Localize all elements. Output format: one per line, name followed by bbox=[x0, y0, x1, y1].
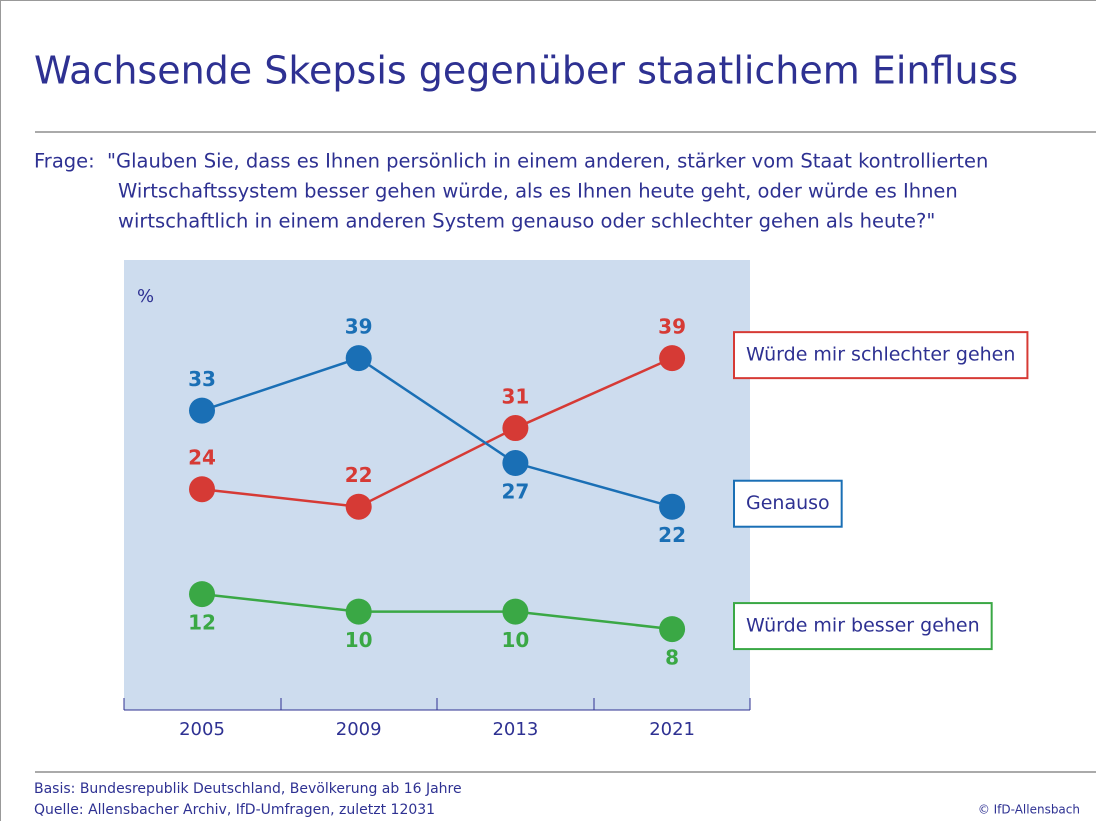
data-point bbox=[189, 397, 215, 424]
legend-box bbox=[733, 602, 993, 651]
legend-label: Genauso bbox=[746, 492, 830, 514]
copyright: © IfD-Allensbach bbox=[978, 803, 1080, 817]
plot-area bbox=[124, 260, 750, 710]
data-point bbox=[659, 345, 686, 372]
data-label: 22 bbox=[658, 523, 686, 547]
data-label: 24 bbox=[188, 446, 216, 470]
series-line bbox=[201, 356, 673, 508]
series-line bbox=[201, 356, 673, 509]
series-line bbox=[201, 592, 673, 631]
data-label: 27 bbox=[501, 480, 529, 504]
x-tick-label: 2009 bbox=[336, 719, 382, 740]
footer-basis: Basis: Bundesrepublik Deutschland, Bevöl… bbox=[34, 781, 462, 797]
chart-title: Wachsende Skepsis gegenüber staatlichem … bbox=[34, 49, 1018, 93]
data-point bbox=[502, 598, 529, 625]
data-point bbox=[189, 581, 215, 608]
data-label: 39 bbox=[658, 315, 686, 339]
data-label: 10 bbox=[345, 628, 373, 652]
legend-box bbox=[733, 479, 843, 528]
data-point bbox=[345, 598, 372, 625]
question-line: wirtschaftlich in einem anderen System g… bbox=[118, 210, 935, 233]
question-line: "Glauben Sie, dass es Ihnen persönlich i… bbox=[107, 150, 988, 173]
x-tick-label: 2013 bbox=[492, 719, 538, 740]
data-point bbox=[502, 415, 529, 442]
data-label: 10 bbox=[501, 628, 529, 652]
data-label: 31 bbox=[501, 385, 529, 409]
legend-label: Würde mir besser gehen bbox=[746, 615, 980, 637]
question-label: Frage: bbox=[34, 150, 95, 173]
y-axis-label: % bbox=[137, 286, 154, 307]
data-point bbox=[345, 345, 372, 372]
data-point bbox=[502, 450, 529, 477]
legend-box bbox=[733, 331, 1029, 380]
data-point bbox=[345, 493, 372, 520]
data-label: 33 bbox=[188, 367, 216, 391]
footer-source: Quelle: Allensbacher Archiv, IfD-Umfrage… bbox=[34, 802, 435, 818]
data-point bbox=[659, 493, 686, 520]
x-tick-label: 2021 bbox=[649, 719, 695, 740]
data-label: 8 bbox=[665, 646, 679, 670]
data-label: 39 bbox=[345, 315, 373, 339]
question-line: Wirtschaftssystem besser gehen würde, al… bbox=[118, 180, 958, 203]
data-point bbox=[659, 616, 686, 643]
data-label: 12 bbox=[188, 611, 216, 635]
x-tick-label: 2005 bbox=[179, 719, 225, 740]
legend-label: Würde mir schlechter gehen bbox=[746, 344, 1015, 366]
data-label: 22 bbox=[345, 463, 373, 487]
data-point bbox=[189, 476, 215, 503]
